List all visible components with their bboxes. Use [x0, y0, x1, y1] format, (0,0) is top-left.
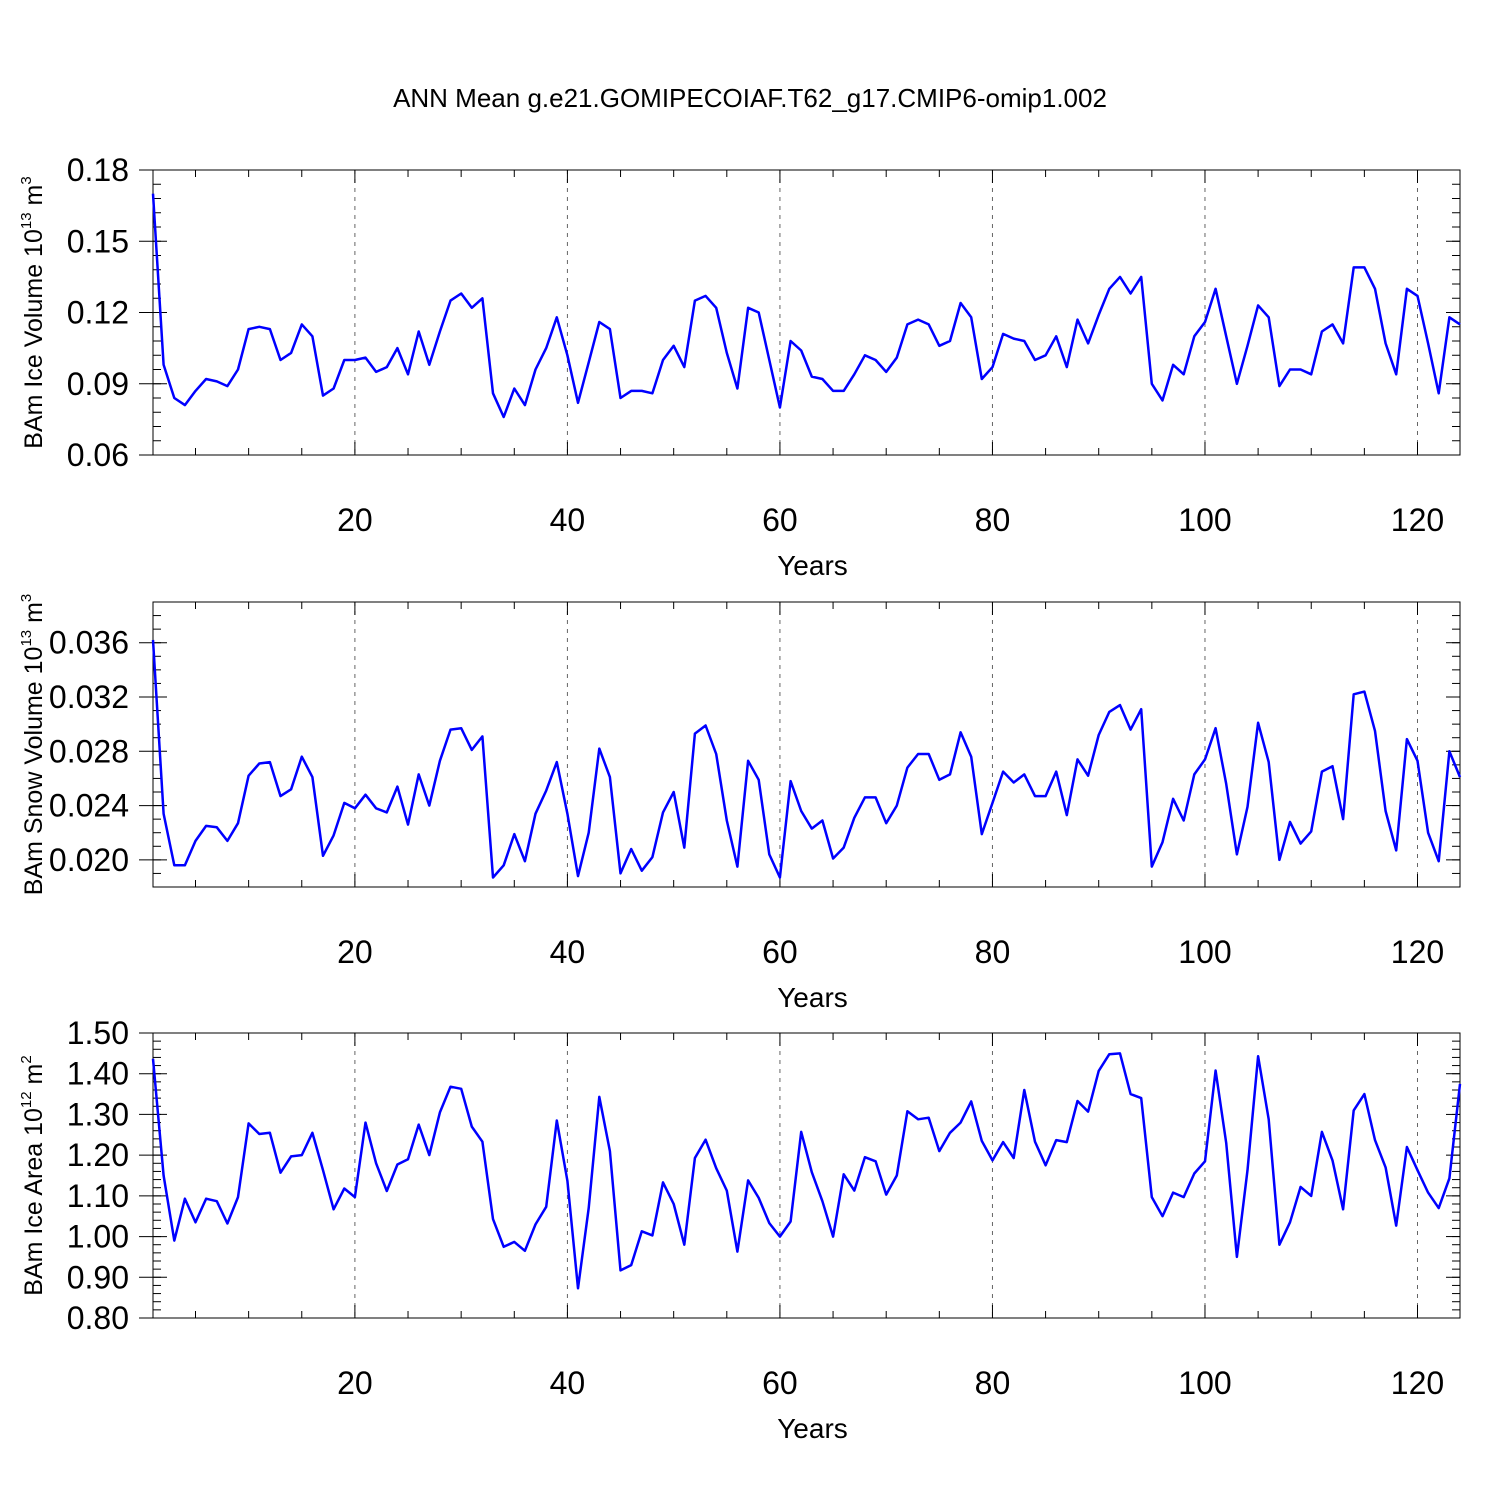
- x-tick-label: 20: [337, 934, 373, 970]
- y-tick-label: 0.12: [67, 295, 129, 331]
- y-tick-label: 1.10: [67, 1178, 129, 1214]
- x-tick-label: 40: [550, 502, 586, 538]
- y-tick-label: 0.024: [49, 788, 129, 824]
- plot-frame: [152, 601, 1461, 888]
- panels: 20 40 60 80 100 120 Years 0.06 0.09 0.12 0.15 0.18 B…: [18, 152, 1462, 1444]
- data-series-line: [151, 1052, 1462, 1290]
- y-tick-label: 1.40: [67, 1056, 129, 1092]
- y-tick-label: 0.06: [67, 437, 129, 473]
- y-tick-label: 0.18: [67, 152, 129, 188]
- y-axis-label: BAm Ice Area 1012 m2: [18, 1055, 48, 1295]
- x-tick-label: 60: [762, 502, 798, 538]
- x-tick-label: 20: [337, 502, 373, 538]
- x-tick-label: 40: [550, 1365, 586, 1401]
- x-tick-label: 60: [762, 1365, 798, 1401]
- x-axis-label: Years: [777, 1413, 848, 1444]
- x-tick-label: 100: [1178, 934, 1231, 970]
- chart-title: ANN Mean g.e21.GOMIPECOIAF.T62_g17.CMIP6…: [393, 83, 1107, 113]
- x-axis-label: Years: [777, 982, 848, 1013]
- data-series-line: [151, 193, 1461, 419]
- x-tick-label: 40: [550, 934, 586, 970]
- x-tick-label: 80: [975, 934, 1011, 970]
- y-tick-label: 1.50: [67, 1015, 129, 1051]
- y-tick-label: 1.20: [67, 1137, 129, 1173]
- y-tick-label: 0.09: [67, 366, 129, 402]
- panel-2: 20 40 60 80 100 120 Years 0.020 0.024 0.028 0.032 0…: [18, 594, 1462, 1013]
- y-tick-label: 1.00: [67, 1219, 129, 1255]
- y-tick-label: 0.020: [49, 842, 129, 878]
- y-tick-label: 0.15: [67, 223, 129, 259]
- x-tick-label: 60: [762, 934, 798, 970]
- y-axis-label: BAm Ice Volume 1013 m3: [18, 176, 48, 448]
- y-tick-label: 0.80: [67, 1300, 129, 1336]
- y-tick-label: 0.028: [49, 733, 129, 769]
- x-tick-label: 20: [337, 1365, 373, 1401]
- panel-1: 20 40 60 80 100 120 Years 0.06 0.09 0.12 0.15 0.18 B…: [18, 152, 1461, 581]
- plot-frame: [152, 1032, 1461, 1319]
- data-series-line: [151, 639, 1462, 879]
- x-tick-label: 80: [975, 502, 1011, 538]
- y-tick-label: 0.90: [67, 1259, 129, 1295]
- y-tick-label: 0.032: [49, 679, 129, 715]
- x-tick-label: 100: [1178, 502, 1231, 538]
- panel-3: 20 40 60 80 100 120 Years 0.80 0.90 1.00 1.10 1.20 1…: [18, 1015, 1462, 1444]
- y-axis-label: BAm Snow Volume 1013 m3: [18, 594, 48, 896]
- x-axis-label: Years: [777, 550, 848, 581]
- x-tick-label: 120: [1391, 1365, 1444, 1401]
- x-tick-label: 100: [1178, 1365, 1231, 1401]
- y-tick-label: 0.036: [49, 625, 129, 661]
- x-tick-label: 80: [975, 1365, 1011, 1401]
- x-tick-label: 120: [1391, 934, 1444, 970]
- y-tick-label: 1.30: [67, 1096, 129, 1132]
- x-tick-label: 120: [1391, 502, 1444, 538]
